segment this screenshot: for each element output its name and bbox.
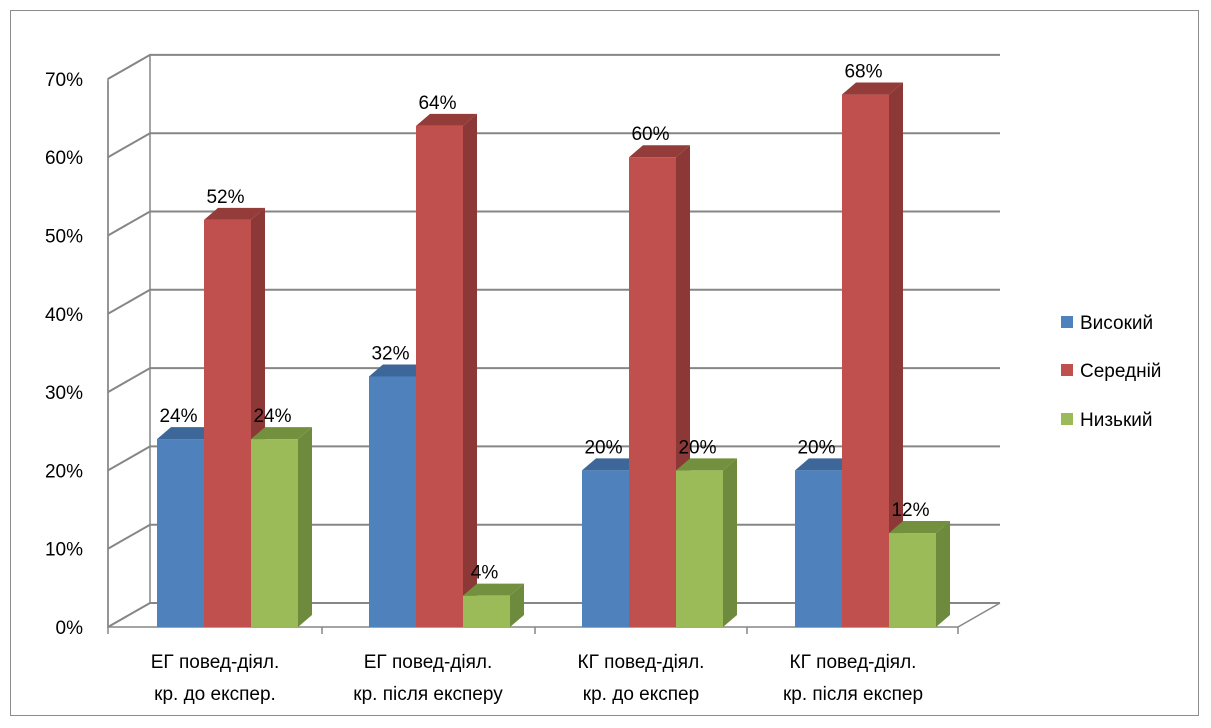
bar (582, 470, 629, 627)
data-label: 24% (159, 406, 197, 427)
bar-top (463, 583, 524, 596)
gridline (107, 445, 1000, 472)
x-tick-label: кр. до експер (583, 684, 699, 705)
data-label: 20% (584, 437, 622, 458)
gridline (107, 367, 1000, 393)
bar-top (842, 82, 903, 95)
side-wall (107, 53, 151, 629)
data-label: 64% (418, 93, 456, 114)
bar-top (629, 145, 690, 158)
y-tick-label: 20% (45, 461, 83, 482)
legend-label: Високий (1080, 313, 1153, 334)
gridline (107, 288, 1000, 315)
data-label: 20% (797, 437, 835, 458)
y-tick-label: 40% (45, 305, 83, 326)
bar (889, 533, 936, 627)
gridline (107, 210, 1000, 237)
bar (251, 439, 298, 627)
data-label: 24% (253, 406, 291, 427)
bar-top (889, 521, 950, 534)
data-label: 20% (678, 437, 716, 458)
bar-side (936, 521, 950, 627)
bar-top (582, 458, 643, 471)
legend-label: Середній (1080, 361, 1161, 382)
bar (416, 125, 463, 627)
legend-swatch (1061, 316, 1073, 328)
bar-top (795, 458, 856, 471)
x-tick-label: КГ повед-діял. (790, 652, 917, 673)
x-tick-label: кр. після експер (783, 684, 923, 705)
y-tick-label: 10% (45, 540, 83, 561)
data-label: 32% (371, 343, 409, 364)
gridline (107, 132, 1000, 159)
x-tick-label: кр. після експеру (353, 684, 503, 705)
x-tick-label: ЕГ повед-діял. (364, 652, 493, 673)
y-tick-label: 70% (45, 70, 83, 91)
bar-top (416, 113, 477, 126)
y-tick-label: 50% (45, 227, 83, 248)
bar-side (463, 113, 477, 627)
gridline (107, 53, 1000, 80)
y-tick-label: 30% (45, 383, 83, 404)
data-label: 52% (206, 187, 244, 208)
bar (795, 470, 842, 627)
data-label: 4% (471, 563, 499, 584)
bar (629, 157, 676, 627)
bar (463, 595, 510, 627)
bar-side (298, 427, 312, 627)
bar (676, 470, 723, 627)
y-tick-label: 60% (45, 148, 83, 169)
data-label: 12% (891, 500, 929, 521)
bar (369, 376, 416, 627)
bar-top (676, 458, 737, 471)
x-tick-label: КГ повед-діял. (578, 652, 705, 673)
bar-top (369, 364, 430, 377)
bar (842, 94, 889, 627)
bar (157, 439, 204, 627)
bar (204, 219, 251, 627)
bar-top (251, 427, 312, 440)
data-label: 68% (844, 62, 882, 83)
x-tick-label: кр. до експер. (154, 684, 276, 705)
bar-top (204, 207, 265, 220)
x-tick-label: ЕГ повед-діял. (151, 652, 280, 673)
legend-swatch (1061, 413, 1073, 425)
bar-top (157, 427, 218, 440)
bar-side (723, 458, 737, 627)
bar-side (889, 82, 903, 627)
y-tick-label: 0% (56, 618, 84, 639)
bar-side (510, 583, 524, 627)
legend-label: Низький (1080, 410, 1152, 431)
legend-swatch (1061, 364, 1073, 376)
data-label: 60% (631, 124, 669, 145)
